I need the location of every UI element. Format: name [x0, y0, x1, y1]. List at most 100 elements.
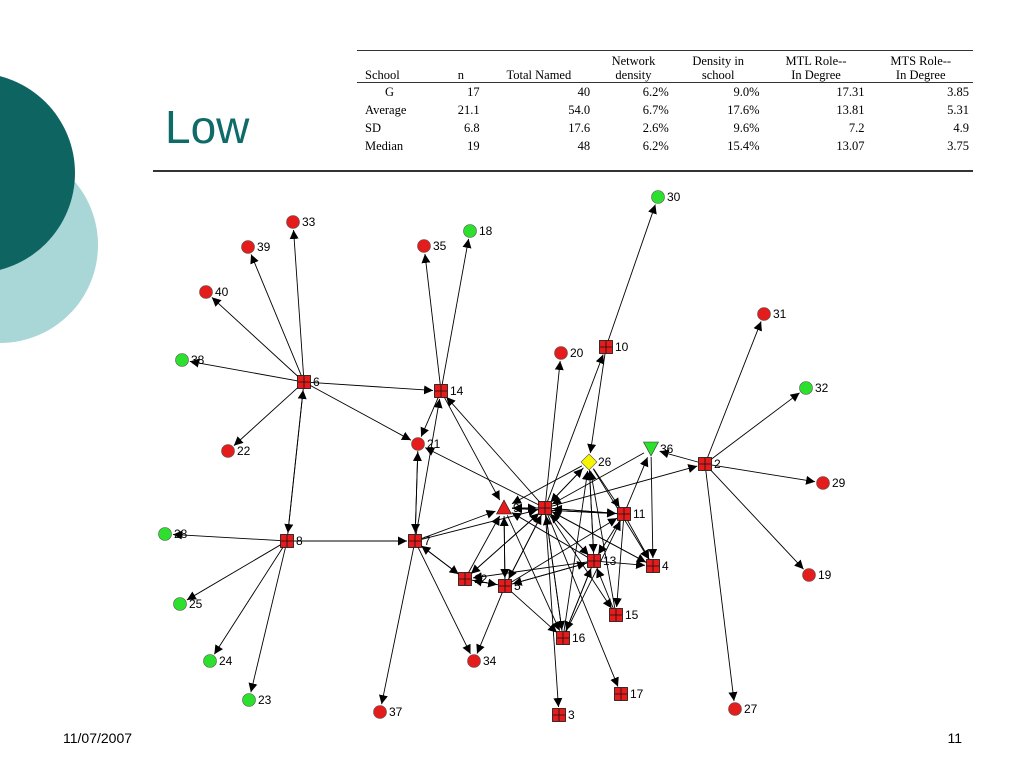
column-header-text: density [615, 68, 652, 82]
node-5: 5 [498, 579, 521, 593]
footer-date: 11/07/2007 [63, 730, 133, 746]
edge-5-16 [509, 590, 558, 633]
edge-7-34 [417, 547, 471, 655]
table-cell: 4.9 [953, 121, 969, 135]
table-cell: SD [365, 121, 381, 135]
edge-6-39 [250, 254, 302, 376]
edge-14-21 [420, 397, 439, 437]
edge-7-9 [421, 510, 496, 539]
edge-11-9 [512, 504, 618, 515]
node-39: 39 [241, 240, 271, 254]
table-cell: G [385, 85, 395, 99]
node-label: 20 [570, 346, 584, 360]
node-1: 1 [538, 501, 561, 515]
node-34: 34 [467, 654, 497, 668]
table-row: Median 19 48 6.2% 15.4% 13.07 3.75 [357, 137, 973, 155]
node-label: 17 [630, 687, 644, 701]
node-label: 40 [215, 285, 229, 299]
edge-6-22 [233, 386, 300, 446]
node-2: 2 [698, 457, 721, 471]
table-cell: 9.0% [733, 85, 760, 99]
node-label: 7 [424, 534, 431, 548]
edge-5-1 [507, 514, 542, 580]
edge-8-6 [287, 389, 307, 535]
slide-title: Low [165, 101, 250, 153]
table-cell: 3.85 [947, 85, 969, 99]
table-cell: 9.6% [733, 121, 760, 135]
node-label: 35 [433, 239, 447, 253]
table-cell: 13.07 [836, 139, 865, 153]
node-37: 37 [373, 705, 403, 719]
edge-2-27 [705, 470, 738, 702]
edge-6-33 [289, 229, 304, 376]
node-9: 9 [495, 499, 520, 515]
table-cell: 13.81 [836, 103, 865, 117]
table-cell: 5.31 [947, 103, 969, 117]
edge-13-4 [600, 560, 646, 570]
edge-11-4 [627, 519, 650, 560]
edge-16-1 [542, 515, 563, 632]
edge-5-34 [476, 592, 503, 654]
node-24: 24 [203, 654, 233, 668]
node-label: 15 [625, 608, 639, 622]
node-32: 32 [799, 381, 829, 395]
node-label: 12 [474, 572, 488, 586]
column-header-text: school [701, 68, 735, 82]
edge-7-14 [415, 398, 443, 535]
edge-21-7 [411, 450, 421, 534]
table-row: SD 6.8 17.6 2.6% 9.6% 7.2 4.9 [357, 119, 973, 137]
column-header-text: MTL Role-- [785, 54, 847, 68]
edge-8-25 [186, 544, 282, 601]
table-cell: 6.8 [463, 121, 480, 135]
table-cell: Median [365, 139, 404, 153]
dark-teal-circle [0, 76, 75, 270]
node-label: 32 [815, 381, 829, 395]
edge-8-28 [172, 530, 281, 542]
column-header-text: School [365, 68, 400, 82]
edge-14-9 [443, 396, 501, 501]
edge-6-40 [211, 297, 300, 378]
node-31: 31 [757, 307, 787, 321]
table-cell: 48 [577, 139, 591, 153]
node-label: 26 [598, 455, 612, 469]
node-12: 12 [458, 572, 488, 586]
edge-36-4 [648, 456, 658, 559]
edge-26-11 [593, 468, 620, 508]
edge-6-38 [189, 358, 298, 382]
edge-1-17 [547, 514, 619, 687]
edge-26-9 [511, 465, 583, 505]
edge-11-13 [597, 519, 621, 555]
node-33: 33 [286, 215, 316, 229]
node-label: 3 [568, 708, 575, 722]
edge-1-20 [545, 360, 564, 502]
node-11: 11 [617, 507, 646, 521]
edge-1-15 [548, 513, 612, 609]
stats-table-header: School n Total Named Network density Density … [357, 50, 973, 83]
edge-16-13 [565, 568, 592, 632]
node-label: 11 [633, 507, 646, 521]
table-cell: 7.2 [848, 121, 865, 135]
edge-2-29 [711, 464, 816, 485]
header-divider [153, 170, 973, 172]
edge-2-32 [710, 392, 800, 461]
column-header: School [357, 51, 438, 83]
node-label: 38 [191, 353, 205, 367]
node-29: 29 [816, 476, 846, 490]
edge-26-1 [550, 467, 584, 503]
node-label: 23 [258, 693, 272, 707]
node-14: 14 [434, 384, 464, 398]
node-label: 8 [296, 534, 303, 548]
edge-2-36 [659, 449, 699, 463]
column-header-text: MTS Role-- [890, 54, 952, 68]
node-10: 10 [599, 340, 629, 354]
table-cell: 6.2% [642, 85, 669, 99]
edge-7-1 [421, 507, 538, 540]
table-cell: 17.6% [727, 103, 760, 117]
column-header-text: n [457, 68, 464, 82]
table-cell: 17 [467, 85, 480, 99]
edge-5-9 [499, 516, 509, 580]
node-21: 21 [411, 437, 441, 451]
node-6: 6 [297, 375, 320, 389]
edge-16-11 [565, 520, 621, 632]
edge-10-26 [587, 353, 606, 454]
